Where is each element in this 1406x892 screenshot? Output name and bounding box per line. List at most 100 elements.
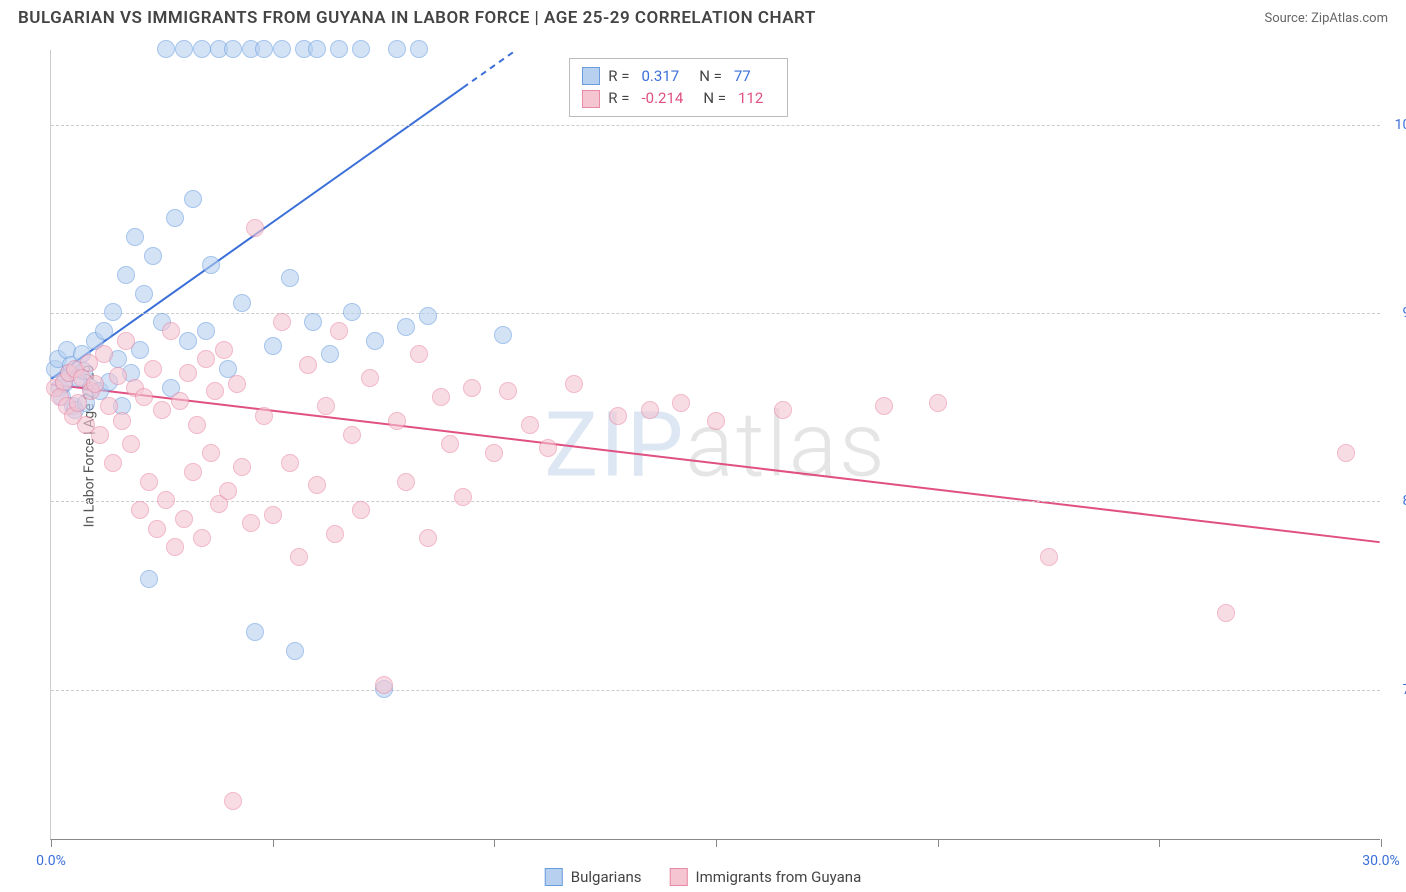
scatter-point [242, 514, 260, 532]
scatter-point [175, 510, 193, 528]
scatter-point [308, 476, 326, 494]
scatter-point [299, 356, 317, 374]
scatter-point [326, 525, 344, 543]
scatter-point [1337, 444, 1355, 462]
scatter-point [157, 491, 175, 509]
scatter-point [224, 40, 242, 58]
scatter-point [184, 463, 202, 481]
scatter-point [246, 219, 264, 237]
swatch-icon [670, 868, 688, 886]
scatter-point [397, 473, 415, 491]
y-tick-label: 100.0% [1390, 117, 1406, 133]
gridline [51, 501, 1380, 502]
scatter-point [140, 570, 158, 588]
scatter-point [264, 506, 282, 524]
scatter-point [148, 520, 166, 538]
x-tick [1159, 839, 1160, 847]
stat-row: R =0.317N =77 [582, 65, 775, 88]
scatter-point [188, 416, 206, 434]
scatter-point [641, 401, 659, 419]
scatter-point [330, 322, 348, 340]
chart-container: BULGARIAN VS IMMIGRANTS FROM GUYANA IN L… [0, 0, 1406, 892]
scatter-point [144, 247, 162, 265]
scatter-point [419, 529, 437, 547]
scatter-point [246, 623, 264, 641]
scatter-point [352, 501, 370, 519]
scatter-point [206, 382, 224, 400]
scatter-point [343, 303, 361, 321]
scatter-point [264, 337, 282, 355]
scatter-point [1040, 548, 1058, 566]
x-tick-label: 30.0% [1362, 853, 1400, 869]
scatter-point [166, 538, 184, 556]
scatter-point [343, 426, 361, 444]
scatter-point [273, 313, 291, 331]
r-label: R = [608, 65, 629, 88]
scatter-point [117, 332, 135, 350]
scatter-point [929, 394, 947, 412]
scatter-point [609, 407, 627, 425]
x-tick [51, 839, 52, 847]
scatter-point [419, 307, 437, 325]
scatter-point [441, 435, 459, 453]
scatter-point [366, 332, 384, 350]
correlation-stat-box: R =0.317N =77R = -0.214 N = 112 [569, 58, 788, 117]
swatch-icon [545, 868, 563, 886]
scatter-point [397, 318, 415, 336]
scatter-point [290, 548, 308, 566]
scatter-point [100, 397, 118, 415]
scatter-point [117, 266, 135, 284]
y-tick-label: 90.0% [1390, 305, 1406, 321]
legend-label: Bulgarians [571, 868, 642, 886]
watermark: ZIPatlas [544, 392, 886, 497]
legend: Bulgarians Immigrants from Guyana [545, 868, 861, 886]
x-tick [273, 839, 274, 847]
plot-area: ZIPatlas 70.0%80.0%90.0%100.0%0.0%30.0%R… [50, 50, 1380, 840]
scatter-point [1217, 604, 1235, 622]
scatter-point [539, 439, 557, 457]
scatter-point [273, 40, 291, 58]
scatter-point [565, 375, 583, 393]
source-label: Source: ZipAtlas.com [1264, 11, 1388, 26]
scatter-point [104, 454, 122, 472]
scatter-point [707, 412, 725, 430]
scatter-point [321, 345, 339, 363]
n-value: 112 [738, 87, 763, 110]
legend-item: Immigrants from Guyana [670, 868, 862, 886]
x-tick [1381, 839, 1382, 847]
scatter-point [135, 388, 153, 406]
scatter-point [330, 40, 348, 58]
scatter-point [432, 388, 450, 406]
r-value: -0.214 [642, 87, 684, 110]
chart-title: BULGARIAN VS IMMIGRANTS FROM GUYANA IN L… [18, 8, 816, 28]
stat-row: R =-0.214N =112 [582, 87, 775, 110]
scatter-point [144, 360, 162, 378]
scatter-point [375, 676, 393, 694]
scatter-point [140, 473, 158, 491]
gridline [51, 125, 1380, 126]
scatter-point [179, 332, 197, 350]
scatter-point [202, 444, 220, 462]
scatter-point [521, 416, 539, 434]
scatter-point [672, 394, 690, 412]
scatter-point [281, 454, 299, 472]
scatter-point [126, 228, 144, 246]
scatter-point [875, 397, 893, 415]
scatter-point [255, 407, 273, 425]
gridline [51, 313, 1380, 314]
scatter-point [454, 488, 472, 506]
n-label: N = [703, 87, 726, 110]
scatter-point [308, 40, 326, 58]
scatter-point [233, 458, 251, 476]
scatter-point [215, 341, 233, 359]
scatter-point [410, 40, 428, 58]
scatter-point [352, 40, 370, 58]
scatter-point [91, 426, 109, 444]
scatter-point [157, 40, 175, 58]
scatter-point [131, 501, 149, 519]
scatter-point [135, 285, 153, 303]
scatter-point [219, 482, 237, 500]
scatter-point [494, 326, 512, 344]
scatter-point [499, 382, 517, 400]
scatter-point [388, 412, 406, 430]
